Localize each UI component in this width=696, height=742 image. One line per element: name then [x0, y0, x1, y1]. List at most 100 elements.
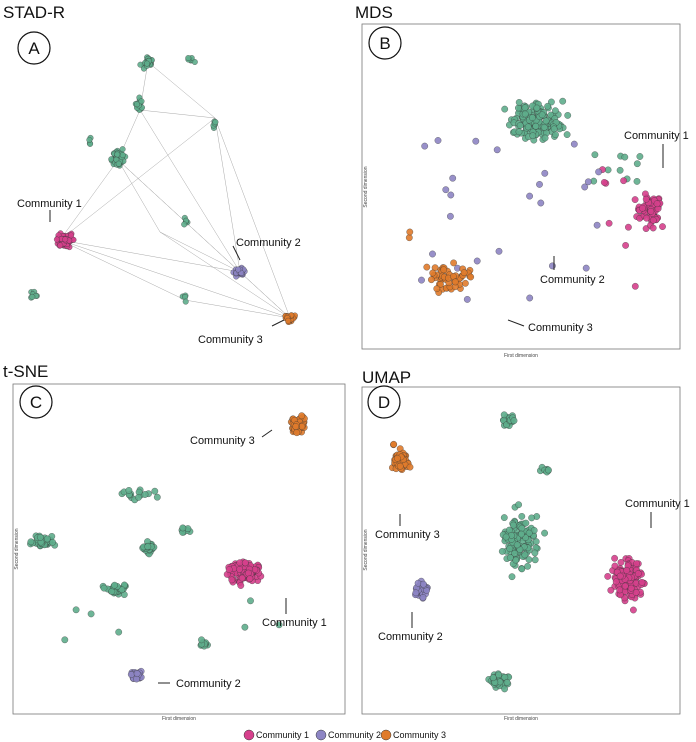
point-community-1	[633, 560, 640, 567]
point-community-1	[617, 559, 625, 566]
panel-c-title: t-SNE	[3, 362, 48, 381]
point-community-2	[447, 212, 454, 220]
point-community-3	[394, 454, 401, 462]
annotation-community-2: Community 2	[378, 631, 443, 643]
point-other	[515, 104, 522, 112]
point-other	[275, 621, 283, 629]
point-community-1	[649, 216, 657, 224]
point-community-3	[428, 276, 435, 284]
graph-edge	[117, 159, 291, 319]
point-other	[498, 548, 506, 555]
point-community-1	[241, 559, 249, 567]
panel-a: STAD-R A Community 1 Community 2 Communi…	[3, 3, 301, 346]
point-community-1	[630, 606, 637, 614]
point-community-1	[620, 177, 627, 185]
point-other	[489, 674, 497, 682]
point-other	[515, 128, 523, 136]
point-community-3	[429, 269, 437, 277]
point-community-1	[638, 578, 646, 586]
graph-edge	[214, 117, 241, 273]
point-community-1	[616, 572, 624, 580]
annotation-community-2: Community 2	[236, 237, 301, 249]
point-other	[153, 493, 161, 501]
point-community-1	[627, 584, 635, 592]
point-community-3	[406, 228, 414, 236]
panel-a-letter: A	[28, 39, 40, 58]
point-community-1	[228, 576, 236, 584]
point-other	[501, 105, 509, 113]
point-other	[510, 417, 518, 425]
point-other	[518, 524, 526, 532]
point-community-2	[434, 137, 442, 144]
point-other	[636, 153, 644, 160]
point-other	[516, 122, 524, 129]
point-other	[179, 524, 187, 532]
point-community-1	[625, 223, 632, 231]
node-community-1	[53, 236, 60, 243]
leader-line	[507, 319, 525, 327]
point-other	[529, 114, 536, 122]
point-other	[541, 529, 548, 537]
point-community-2	[581, 183, 589, 191]
point-community-1	[237, 582, 245, 589]
point-other	[528, 514, 535, 522]
graph-edges	[59, 61, 291, 319]
node-other	[181, 221, 188, 228]
point-community-2	[418, 276, 425, 284]
graph-edge	[214, 117, 291, 319]
graph-edge	[159, 231, 291, 319]
point-other	[515, 501, 522, 509]
point-other	[521, 104, 529, 112]
point-other	[563, 131, 571, 138]
node-other	[114, 151, 121, 158]
point-other	[541, 134, 549, 142]
point-community-1	[647, 208, 655, 215]
point-other	[100, 584, 108, 592]
point-community-1	[643, 214, 650, 222]
point-community-2	[420, 580, 427, 588]
point-community-1	[659, 223, 666, 230]
point-other	[521, 551, 529, 559]
point-other	[503, 679, 511, 686]
point-other	[118, 586, 126, 594]
graph-edge	[139, 109, 241, 273]
node-other	[182, 298, 189, 305]
point-other	[518, 530, 525, 538]
panel-b-ylabel: Second dimension	[363, 166, 369, 207]
point-other	[72, 606, 80, 614]
legend-swatch-community-1	[243, 729, 255, 741]
panel-c-badge	[19, 385, 53, 419]
panel-a-points	[28, 54, 298, 325]
graph-edge	[59, 239, 291, 319]
point-community-1	[649, 224, 657, 232]
node-community-3	[285, 317, 292, 324]
point-community-2	[472, 137, 480, 145]
point-community-2	[549, 262, 556, 270]
point-community-3	[440, 266, 448, 274]
graph-edge	[59, 239, 186, 301]
point-other	[518, 565, 526, 573]
node-other	[212, 119, 219, 126]
point-community-1	[238, 574, 246, 582]
node-other	[119, 146, 126, 153]
point-community-2	[584, 178, 592, 186]
point-community-2	[595, 168, 602, 176]
annotation-community-3: Community 3	[198, 334, 263, 346]
point-community-2	[593, 221, 601, 229]
point-community-1	[631, 282, 639, 290]
point-community-2	[537, 199, 545, 207]
point-other	[37, 534, 44, 541]
point-other	[513, 541, 521, 549]
graph-edge	[59, 239, 241, 273]
point-other	[621, 153, 629, 161]
point-other	[125, 487, 133, 494]
point-community-1	[653, 200, 661, 208]
point-other	[27, 538, 35, 546]
panel-b-title: MDS	[355, 3, 393, 22]
point-other	[151, 487, 159, 495]
panel-c-xlabel: First dimension	[162, 716, 196, 722]
point-community-3	[292, 423, 300, 430]
graph-edge	[147, 61, 216, 119]
point-other	[506, 545, 514, 553]
panel-d-title: UMAP	[362, 368, 411, 387]
